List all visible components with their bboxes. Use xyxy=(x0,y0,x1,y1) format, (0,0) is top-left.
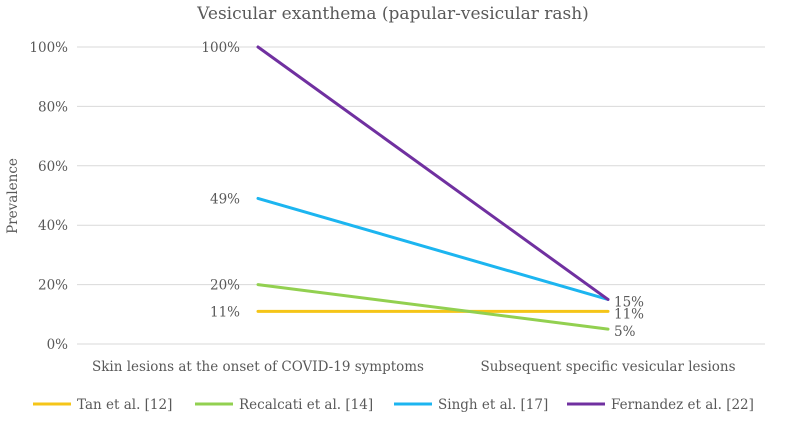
y-axis-label: Prevalence xyxy=(5,158,21,234)
series-line xyxy=(256,283,610,331)
series-line xyxy=(256,196,610,301)
legend-item: Tan et al. [12] xyxy=(33,397,172,413)
data-label: 5% xyxy=(614,324,636,340)
y-tick-label: 60% xyxy=(38,159,68,175)
data-label: 49% xyxy=(210,191,240,207)
series-lines xyxy=(256,45,610,331)
data-label: 11% xyxy=(210,304,240,320)
gridlines xyxy=(77,46,765,345)
y-tick-label: 20% xyxy=(38,278,68,294)
x-axis-categories: Skin lesions at the onset of COVID-19 sy… xyxy=(92,359,736,375)
data-label: 15% xyxy=(614,294,644,310)
y-tick-label: 80% xyxy=(38,99,68,115)
chart-title: Vesicular exanthema (papular-vesicular r… xyxy=(196,4,589,24)
legend-label: Recalcati et al. [14] xyxy=(239,397,373,413)
legend-item: Fernandez et al. [22] xyxy=(567,397,754,413)
legend-label: Singh et al. [17] xyxy=(438,397,548,413)
data-label: 11% xyxy=(614,306,644,322)
legend-item: Recalcati et al. [14] xyxy=(195,397,373,413)
data-label: 100% xyxy=(201,40,240,56)
data-labels: 11% 11% 20% 5% 49% 15% 100% xyxy=(201,40,644,340)
series-line xyxy=(256,45,610,301)
data-label: 20% xyxy=(210,278,240,294)
y-tick-label: 40% xyxy=(38,218,68,234)
legend-label: Tan et al. [12] xyxy=(77,397,172,413)
legend-item: Singh et al. [17] xyxy=(394,397,548,413)
x-category-label: Skin lesions at the onset of COVID-19 sy… xyxy=(92,359,424,375)
legend: Tan et al. [12] Recalcati et al. [14] Sing… xyxy=(33,397,754,413)
y-axis-ticks: 0% 20% 40% 60% 80% 100% xyxy=(29,40,68,353)
y-tick-label: 0% xyxy=(47,337,69,353)
y-tick-label: 100% xyxy=(29,40,68,56)
x-category-label: Subsequent specific vesicular lesions xyxy=(480,359,735,375)
legend-label: Fernandez et al. [22] xyxy=(611,397,754,413)
